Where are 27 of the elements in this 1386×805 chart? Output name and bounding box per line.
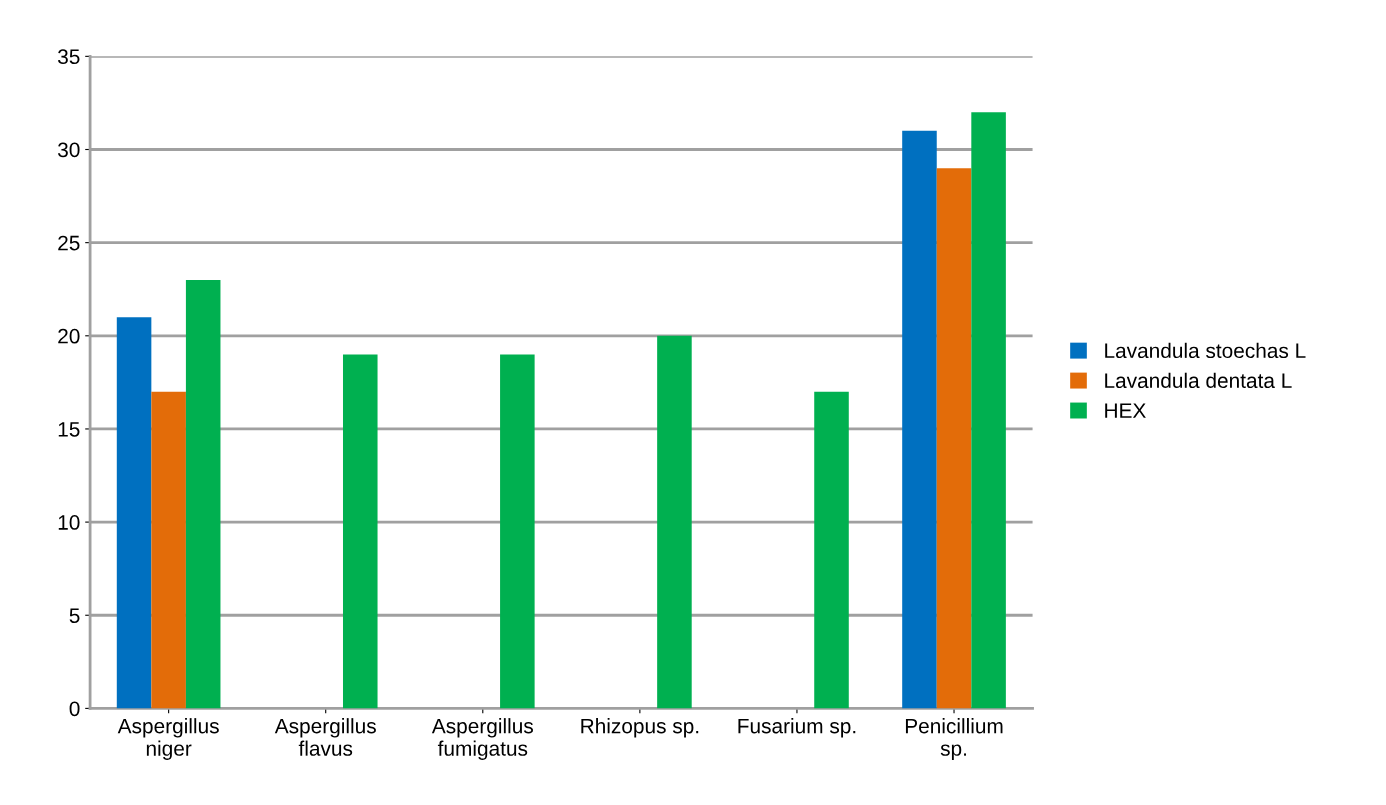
y-tick-label: 15 — [58, 422, 80, 437]
bar — [342, 354, 378, 709]
y-tick-label: 35 — [57, 49, 80, 65]
y-tick-label: 0 — [69, 701, 80, 717]
x-tick-label: Rhizopus sp. — [581, 718, 699, 738]
x-tick-label: Aspergillus flavus — [274, 718, 376, 756]
y-tick-label: 10 — [58, 515, 80, 530]
bar — [814, 391, 849, 709]
y-tick-label: 30 — [57, 142, 80, 158]
legend-label: Lavandula dentata L — [1105, 372, 1292, 389]
y-tick-label: 20 — [58, 328, 80, 344]
x-tick-label: Aspergillus fumigatus — [431, 718, 533, 760]
x-tick-label: Fusarium sp. — [738, 718, 856, 738]
bar — [971, 112, 1006, 709]
y-tick-label: 5 — [69, 608, 80, 623]
y-tick-label: 25 — [58, 235, 80, 251]
bar — [936, 168, 972, 709]
bar — [116, 317, 152, 709]
x-tick-label: Penicillium sp. — [905, 718, 1003, 760]
bar — [185, 279, 221, 709]
legend-label: Lavandula stoechas L — [1105, 342, 1306, 359]
bar — [151, 391, 186, 709]
legend-label: HEX — [1105, 403, 1146, 418]
bar — [902, 130, 937, 709]
bar — [500, 354, 535, 709]
bar — [657, 335, 692, 709]
x-tick-label: Aspergillus niger — [117, 718, 219, 760]
